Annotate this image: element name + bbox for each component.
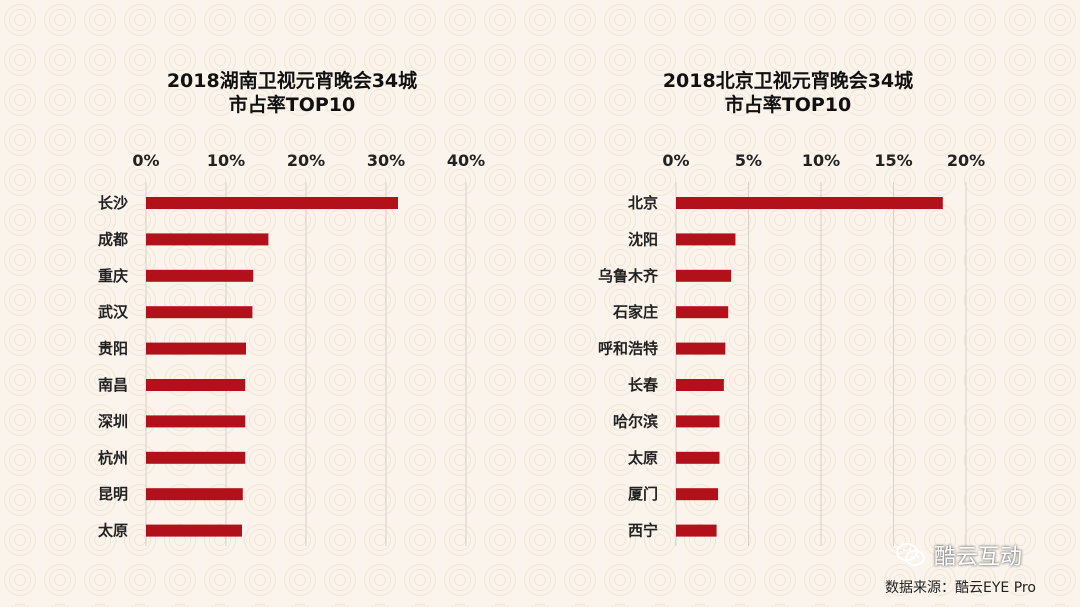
chart-1-title-line-2: 市占率TOP10 [229, 93, 355, 116]
chart-2-tick-label: 5% [735, 151, 762, 170]
chart-1-category-label: 成都 [98, 230, 128, 248]
chart-2-category-label: 哈尔滨 [613, 412, 658, 430]
chart-1-bar [146, 451, 246, 464]
chart-2-category-label: 沈阳 [628, 230, 658, 248]
chart-1-tick-label: 0% [132, 151, 159, 170]
chart-1-category-label: 昆明 [98, 485, 128, 503]
chart-1-tick-label: 30% [367, 151, 405, 170]
chart-1-category-label: 南昌 [98, 376, 128, 394]
chart-1-category-label: 杭州 [98, 449, 128, 467]
chart-2-tick-label: 0% [662, 151, 689, 170]
chart-1-bar [146, 342, 246, 355]
chart-2-category-label: 石家庄 [612, 303, 658, 321]
chart-2-category-label: 北京 [628, 194, 658, 212]
chart-2-category-label: 乌鲁木齐 [598, 267, 659, 285]
chart-1-category-label: 贵阳 [98, 340, 128, 358]
chart-2-tick-label: 10% [802, 151, 840, 170]
chart-2-bar [676, 269, 732, 282]
chart-1-category-label: 武汉 [98, 303, 129, 321]
chart-2-bar [676, 342, 726, 355]
wechat-icon [896, 543, 925, 566]
chart-1-bar [146, 415, 246, 428]
chart-1-tick-label: 40% [447, 151, 485, 170]
chart-1-bar [146, 524, 242, 537]
chart-2-bar [676, 451, 720, 464]
chart-2-title-line-2: 市占率TOP10 [725, 93, 851, 116]
chart-2-bar [676, 379, 724, 391]
chart-2-tick-label: 15% [874, 151, 912, 170]
chart-2-title-line-1: 2018北京卫视元宵晚会34城 [663, 69, 913, 92]
chart-2-tick-label: 20% [947, 151, 985, 170]
chart-1-category-label: 太原 [98, 522, 128, 540]
chart-1-bar [146, 488, 243, 501]
chart-1-category-label: 深圳 [98, 412, 128, 430]
chart-2-bar [676, 306, 729, 319]
chart-2-bar [676, 233, 736, 246]
chart-1-bar [146, 233, 269, 246]
chart-1-tick-label: 10% [207, 151, 245, 170]
chart-2-category-label: 呼和浩特 [598, 340, 658, 358]
chart-1-bar [146, 379, 246, 391]
chart-2-category-label: 西宁 [628, 522, 658, 540]
watermark-text: 酷云互动 [934, 545, 1023, 570]
chart-2-category-label: 长春 [628, 376, 658, 394]
chart-1-bar [146, 197, 398, 209]
chart-1-category-label: 重庆 [98, 267, 128, 285]
chart-2-category-label: 厦门 [628, 485, 658, 503]
data-source-note: 数据来源：酷云EYE Pro [885, 580, 1036, 596]
chart-1-title-line-1: 2018湖南卫视元宵晚会34城 [167, 69, 417, 92]
chart-1-bar [146, 306, 253, 319]
chart-2-category-label: 太原 [628, 449, 658, 467]
chart-2-bar [676, 197, 943, 209]
watermark: 酷云互动 [896, 539, 1022, 571]
chart-2-bar [676, 415, 720, 428]
chart-1-tick-label: 20% [287, 151, 325, 170]
chart-2-bar [676, 488, 719, 501]
chart-1-category-label: 长沙 [98, 194, 128, 212]
chart-2-bar [676, 524, 717, 537]
chart-1-bar [146, 269, 254, 282]
